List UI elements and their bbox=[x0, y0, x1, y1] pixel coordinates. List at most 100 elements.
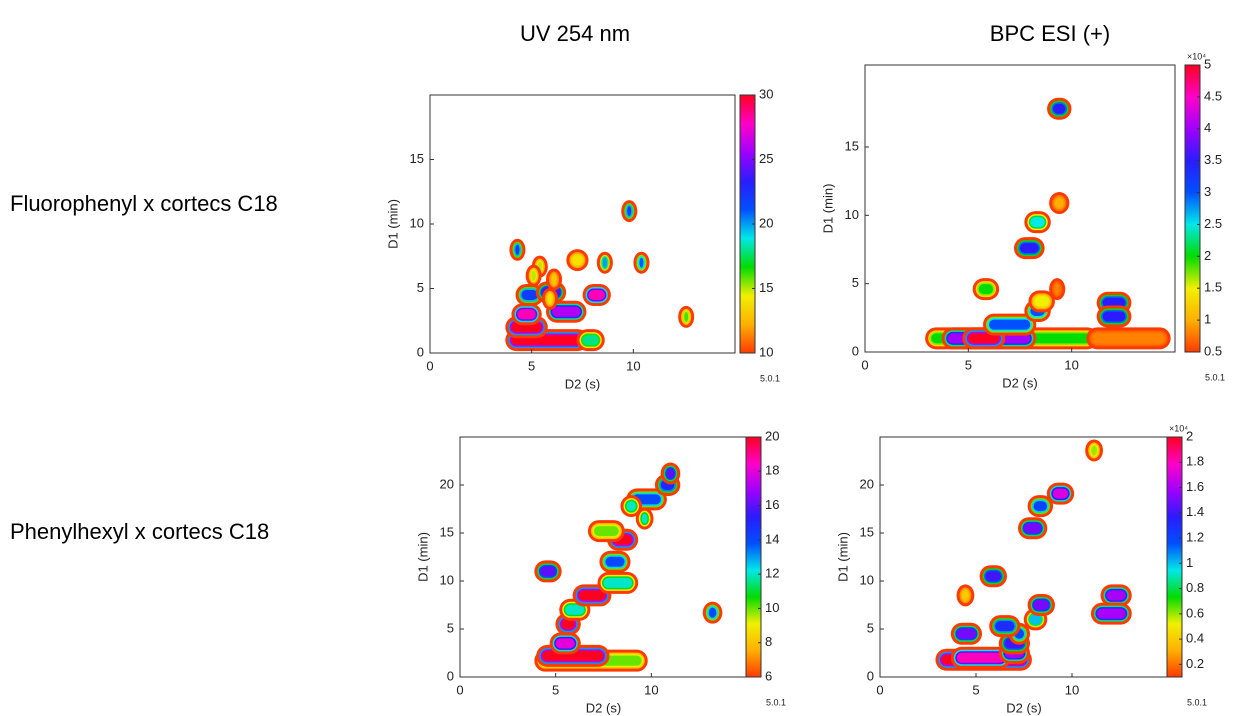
peak bbox=[985, 571, 1001, 582]
colorbar-tick-label: 5 bbox=[1204, 56, 1211, 71]
x-tick-label: 5 bbox=[552, 682, 559, 697]
peak bbox=[1034, 296, 1049, 307]
peak bbox=[1033, 501, 1048, 512]
peak bbox=[1024, 523, 1042, 534]
y-tick-label: 10 bbox=[845, 207, 859, 222]
y-tick-label: 5 bbox=[447, 620, 454, 635]
version-label: 5.0.1 bbox=[1205, 372, 1225, 382]
y-tick-label: 5 bbox=[867, 620, 874, 635]
y-axis-label: D1 (min) bbox=[415, 532, 430, 582]
version-label: 5.0.1 bbox=[1187, 697, 1207, 707]
colorbar-tick-label: 3.5 bbox=[1204, 152, 1222, 167]
x-tick-label: 0 bbox=[861, 357, 868, 372]
peak bbox=[561, 619, 575, 630]
peak bbox=[1055, 284, 1060, 295]
peak bbox=[1053, 103, 1066, 114]
y-tick-label: 10 bbox=[440, 572, 454, 587]
peak bbox=[1033, 600, 1049, 610]
y-tick-label: 10 bbox=[860, 572, 874, 587]
peak bbox=[978, 284, 994, 295]
colorbar-tick-label: 20 bbox=[765, 428, 779, 443]
x-axis-label: D2 (s) bbox=[1002, 375, 1037, 390]
peak bbox=[547, 293, 552, 304]
peak bbox=[1092, 333, 1165, 344]
peak bbox=[1102, 297, 1126, 308]
peak bbox=[555, 638, 575, 649]
colorbar-tick-label: 1.8 bbox=[1186, 454, 1204, 469]
y-tick-label: 15 bbox=[410, 151, 424, 166]
peak bbox=[605, 556, 625, 567]
colorbar-tick-label: 2 bbox=[1186, 428, 1193, 443]
x-tick-label: 10 bbox=[1064, 357, 1078, 372]
colorbar-multiplier: ×10⁴ bbox=[1169, 423, 1188, 433]
peak bbox=[1096, 608, 1126, 619]
x-tick-label: 10 bbox=[1065, 682, 1079, 697]
colorbar-tick-label: 6 bbox=[765, 668, 772, 683]
plot-frame bbox=[864, 64, 1176, 353]
x-axis-label: D2 (s) bbox=[1006, 700, 1041, 715]
x-axis-label: D2 (s) bbox=[565, 376, 600, 391]
peak bbox=[552, 306, 581, 317]
peak bbox=[1106, 590, 1126, 601]
colorbar-tick-label: 0.5 bbox=[1204, 343, 1222, 358]
colorbar-tick-label: 12 bbox=[765, 566, 779, 581]
x-tick-label: 10 bbox=[644, 682, 658, 697]
y-tick-label: 10 bbox=[410, 215, 424, 230]
peak bbox=[531, 270, 536, 281]
column-title: BPC ESI (+) bbox=[990, 21, 1110, 46]
y-tick-label: 5 bbox=[852, 275, 859, 290]
peak bbox=[956, 628, 976, 639]
colorbar-tick-label: 1.6 bbox=[1186, 479, 1204, 494]
colorbar-tick-label: 15 bbox=[759, 280, 773, 295]
row-label: Fluorophenyl x cortecs C18 bbox=[10, 191, 278, 216]
version-label: 5.0.1 bbox=[766, 697, 786, 707]
colorbar-tick-label: 0.4 bbox=[1186, 631, 1204, 646]
peak bbox=[956, 652, 1005, 663]
colorbar-tick-label: 1.2 bbox=[1186, 529, 1204, 544]
colorbar-tick-label: 2 bbox=[1204, 248, 1211, 263]
column-title: UV 254 nm bbox=[520, 21, 630, 46]
peak bbox=[968, 333, 1000, 344]
peak bbox=[684, 311, 689, 322]
peak bbox=[593, 526, 619, 537]
peak bbox=[666, 468, 675, 479]
y-tick-label: 5 bbox=[417, 280, 424, 295]
y-tick-label: 15 bbox=[440, 524, 454, 539]
y-axis-label: D1 (min) bbox=[385, 199, 400, 249]
colorbar-tick-label: 10 bbox=[765, 600, 779, 615]
peak bbox=[1091, 445, 1097, 456]
colorbar-tick-label: 1.5 bbox=[1204, 280, 1222, 295]
colorbar-tick-label: 30 bbox=[759, 86, 773, 101]
colorbar-tick-label: 0.2 bbox=[1186, 656, 1204, 671]
peak bbox=[515, 244, 520, 255]
x-tick-label: 5 bbox=[965, 357, 972, 372]
y-tick-label: 0 bbox=[852, 343, 859, 358]
y-axis-label: D1 (min) bbox=[820, 184, 835, 234]
peak bbox=[602, 257, 607, 268]
peak bbox=[626, 501, 637, 512]
peak bbox=[578, 590, 606, 601]
peak bbox=[962, 590, 969, 601]
y-tick-label: 20 bbox=[860, 476, 874, 491]
colorbar-tick-label: 14 bbox=[765, 531, 779, 546]
y-tick-label: 20 bbox=[440, 476, 454, 491]
colorbar bbox=[745, 436, 762, 678]
x-tick-label: 0 bbox=[426, 358, 433, 373]
x-tick-label: 5 bbox=[972, 682, 979, 697]
y-axis-label: D1 (min) bbox=[835, 532, 850, 582]
peak bbox=[639, 257, 644, 268]
peak bbox=[641, 513, 648, 524]
colorbar-tick-label: 25 bbox=[759, 151, 773, 166]
peak bbox=[552, 274, 557, 285]
peak bbox=[582, 335, 599, 346]
colorbar bbox=[1166, 436, 1183, 678]
y-tick-label: 15 bbox=[845, 138, 859, 153]
peak bbox=[1030, 217, 1045, 228]
colorbar bbox=[1184, 64, 1201, 353]
colorbar-tick-label: 4.5 bbox=[1204, 88, 1222, 103]
peak bbox=[1055, 198, 1064, 209]
x-tick-label: 0 bbox=[456, 682, 463, 697]
y-tick-label: 15 bbox=[860, 524, 874, 539]
peak bbox=[995, 621, 1015, 632]
peak bbox=[989, 319, 1031, 330]
